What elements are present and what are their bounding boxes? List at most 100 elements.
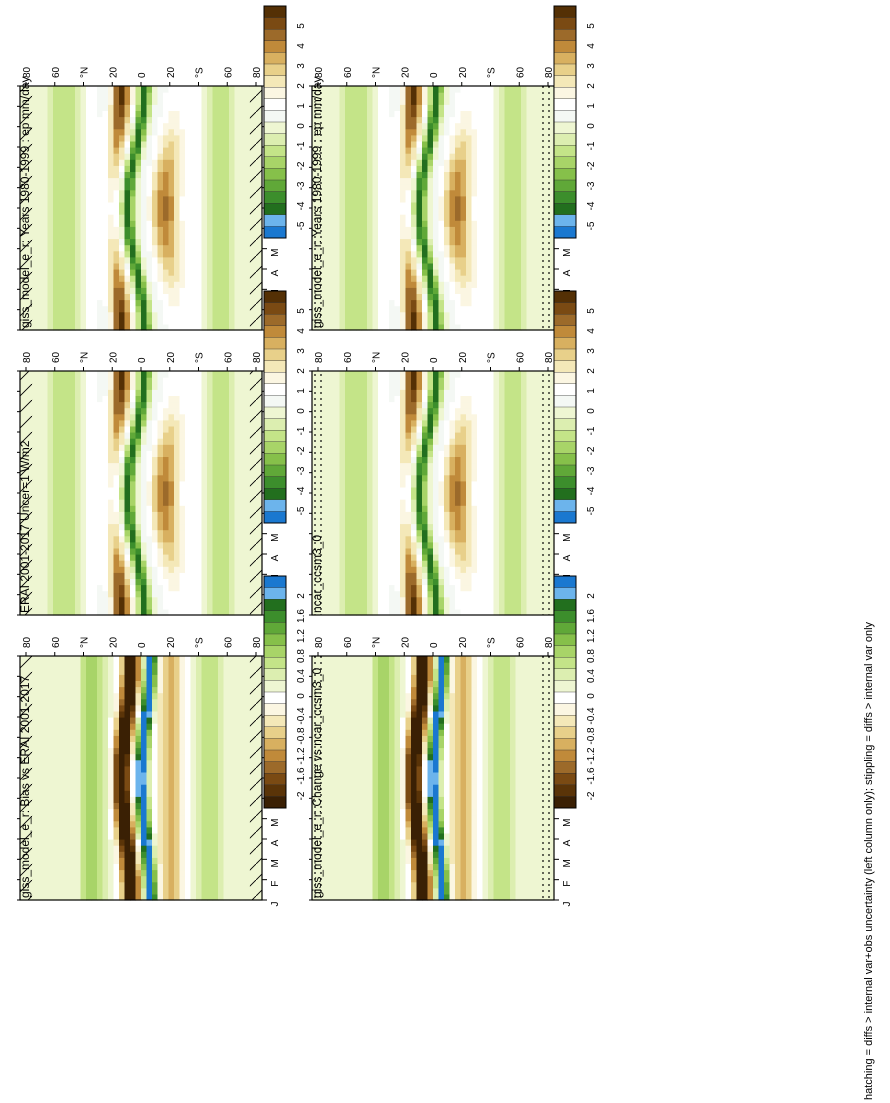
heatmap-cell: [422, 201, 429, 209]
heatmap-cell: [218, 86, 225, 93]
heatmap-cell: [328, 92, 335, 99]
heatmap-cell: [416, 220, 423, 227]
heatmap-cell: [367, 134, 374, 142]
heatmap-cell: [394, 165, 401, 172]
heatmap-cell: [433, 165, 440, 172]
heatmap-cell: [444, 220, 451, 227]
heatmap-cell: [64, 371, 71, 378]
heatmap-cell: [499, 311, 506, 319]
heatmap-cell: [102, 153, 109, 160]
heatmap-cell: [245, 195, 252, 203]
heatmap-cell: [91, 389, 98, 396]
heatmap-cell: [438, 98, 445, 105]
colorbar-swatch: [263, 17, 287, 30]
heatmap-cell: [141, 287, 148, 294]
heatmap-cell: [64, 401, 71, 409]
heatmap-cell: [135, 238, 142, 246]
heatmap-cell: [86, 389, 93, 396]
heatmap-cell: [135, 572, 142, 579]
heatmap-cell: [190, 371, 197, 378]
heatmap-cell: [119, 371, 126, 378]
heatmap-cell: [345, 92, 352, 99]
heatmap-cell: [389, 269, 396, 276]
heatmap-cell: [411, 293, 418, 301]
heatmap-cell: [157, 493, 164, 500]
heatmap-cell: [42, 189, 49, 197]
heatmap-cell: [124, 226, 131, 233]
heatmap-cell: [460, 238, 467, 246]
heatmap-cell: [141, 401, 148, 409]
heatmap-cell: [53, 377, 60, 384]
heatmap-cell: [53, 128, 60, 136]
heatmap-cell: [240, 214, 247, 221]
heatmap-cell: [532, 92, 539, 99]
heatmap-cell: [460, 311, 467, 319]
heatmap-cell: [130, 608, 137, 616]
heatmap-cell: [223, 128, 230, 136]
heatmap-cell: [152, 92, 159, 99]
heatmap-cell: [416, 281, 423, 288]
heatmap-cell: [515, 214, 522, 221]
heatmap-cell: [146, 208, 153, 215]
heatmap-cell: [141, 596, 148, 604]
heatmap-cell: [471, 116, 478, 124]
heatmap-cell: [152, 317, 159, 325]
heatmap-cell: [31, 419, 38, 427]
heatmap-cell: [119, 220, 126, 227]
heatmap-cell: [174, 98, 181, 105]
heatmap-cell: [69, 140, 76, 148]
heatmap-cell: [102, 250, 109, 258]
heatmap-cell: [108, 425, 115, 433]
heatmap-cell: [229, 262, 236, 270]
heatmap-cell: [356, 116, 363, 124]
heatmap-cell: [119, 275, 126, 282]
heatmap-cell: [532, 305, 539, 313]
heatmap-cell: [356, 238, 363, 246]
heatmap-cell: [47, 92, 54, 99]
heatmap-cell: [383, 238, 390, 246]
heatmap-cell: [119, 578, 126, 586]
heatmap-cell: [113, 560, 120, 567]
heatmap-cell: [80, 214, 87, 221]
heatmap-cell: [356, 208, 363, 215]
heatmap-cell: [42, 299, 49, 307]
heatmap-cell: [361, 275, 368, 282]
heatmap-cell: [91, 566, 98, 573]
heatmap-cell: [113, 578, 120, 586]
heatmap-cell: [102, 584, 109, 592]
heatmap-cell: [64, 511, 71, 518]
heatmap-cell: [218, 183, 225, 191]
heatmap-cell: [466, 275, 473, 282]
heatmap-cell: [64, 256, 71, 264]
heatmap-cell: [234, 317, 241, 325]
heatmap-cell: [510, 208, 517, 215]
heatmap-cell: [119, 407, 126, 415]
heatmap-cell: [69, 134, 76, 142]
heatmap-cell: [488, 238, 495, 246]
heatmap-cell: [532, 171, 539, 179]
heatmap-cell: [75, 323, 82, 331]
heatmap-cell: [526, 116, 533, 124]
heatmap-cell: [361, 153, 368, 160]
month-tick-label: M: [562, 248, 573, 256]
heatmap-cell: [141, 578, 148, 586]
heatmap-cell: [130, 371, 137, 378]
heatmap-cell: [130, 511, 137, 518]
heatmap-cell: [157, 560, 164, 567]
heatmap-cell: [108, 92, 115, 99]
heatmap-cell: [328, 305, 335, 313]
heatmap-cell: [86, 572, 93, 579]
heatmap-cell: [416, 244, 423, 252]
heatmap-cell: [174, 419, 181, 427]
heatmap-cell: [218, 110, 225, 118]
heatmap-cell: [47, 383, 54, 390]
heatmap-cell: [86, 505, 93, 512]
heatmap-cell: [488, 214, 495, 221]
heatmap-cell: [196, 287, 203, 294]
heatmap-cell: [86, 171, 93, 179]
heatmap-cell: [146, 214, 153, 221]
heatmap-cell: [493, 201, 500, 209]
heatmap-cell: [141, 474, 148, 482]
heatmap-cell: [350, 147, 357, 154]
heatmap-cell: [207, 281, 214, 288]
